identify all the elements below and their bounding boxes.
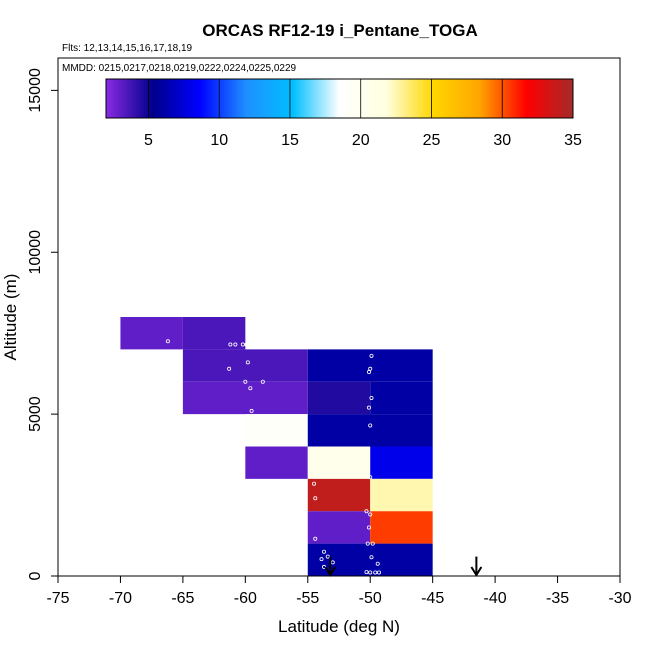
heatmap-cells — [120, 317, 433, 576]
y-tick-label-0: 0 — [27, 571, 44, 580]
heatmap-cell-15 — [370, 511, 433, 544]
x-tick-label-7: -40 — [484, 590, 507, 607]
sample-point-16 — [368, 423, 373, 428]
heatmap-cell-8 — [307, 414, 433, 447]
heatmap-cell-0 — [120, 317, 183, 350]
arrows-layer — [324, 556, 483, 577]
heatmap-cell-4 — [182, 381, 308, 415]
heatmap-cell-1 — [182, 317, 246, 350]
y-axis-label: Altitude (m) — [1, 274, 20, 361]
heatmap-cell-13 — [370, 478, 433, 512]
colorbar-tick-label-0: 5 — [144, 132, 153, 149]
sample-point-5 — [227, 366, 232, 371]
sample-point-18 — [312, 481, 317, 486]
sample-points — [165, 339, 381, 575]
sample-point-29 — [369, 555, 374, 560]
colorbar-gradient — [106, 79, 573, 118]
x-tick-label-0: -75 — [46, 590, 69, 607]
sample-point-34 — [376, 570, 381, 575]
x-tick-label-4: -55 — [296, 590, 319, 607]
sample-point-23 — [365, 541, 370, 546]
sample-point-35 — [319, 557, 324, 562]
y-tick-label-1: 5000 — [27, 396, 44, 432]
sample-point-31 — [364, 570, 369, 575]
colorbar: 5 10 15 20 25 30 35 — [105, 78, 582, 149]
sample-point-12 — [368, 366, 373, 371]
heatmap-cell-3 — [307, 349, 433, 382]
x-tick-label-5: -50 — [359, 590, 382, 607]
heatmap-cell-5 — [307, 381, 371, 415]
sample-point-15 — [366, 405, 371, 410]
x-tick-label-3: -60 — [234, 590, 257, 607]
heatmap-cell-6 — [370, 381, 433, 415]
sample-point-14 — [369, 395, 374, 400]
heatmap-cell-9 — [245, 446, 308, 479]
heatmap-cell-14 — [307, 511, 371, 544]
position-arrow-1 — [470, 556, 483, 577]
heatmap-cell-12 — [307, 478, 371, 512]
sample-point-32 — [368, 570, 373, 575]
sample-point-26 — [322, 549, 327, 554]
x-tick-label-9: -30 — [608, 590, 631, 607]
sample-point-22 — [366, 525, 371, 530]
sample-point-1 — [228, 342, 233, 347]
heatmap-cell-7 — [245, 414, 308, 447]
colorbar-tick-label-1: 10 — [210, 132, 228, 149]
sample-point-10 — [249, 408, 254, 413]
x-axis: -75 -70 -65 -60 -55 -50 -45 -40 -35 -30 — [46, 575, 632, 607]
sample-point-6 — [245, 360, 250, 365]
heatmap-cell-2 — [182, 349, 308, 382]
flights-note: Flts: 12,13,14,15,16,17,18,19 — [62, 43, 193, 54]
sample-point-8 — [243, 379, 248, 384]
x-tick-label-2: -65 — [171, 590, 194, 607]
position-arrow-0 — [324, 556, 337, 577]
sample-point-2 — [233, 342, 238, 347]
colorbar-tick-label-4: 25 — [423, 132, 441, 149]
sample-point-7 — [260, 379, 265, 384]
y-tick-label-3: 15000 — [27, 68, 44, 113]
y-tick-label-2: 10000 — [27, 230, 44, 275]
sample-point-4 — [244, 342, 249, 347]
dates-note: MMDD: 0215,0217,0218,0219,0222,0224,0225… — [62, 63, 297, 74]
colorbar-tick-label-5: 30 — [493, 132, 511, 149]
sample-point-30 — [375, 561, 380, 566]
sample-point-21 — [368, 512, 373, 517]
sample-point-11 — [369, 353, 374, 358]
sample-point-19 — [313, 496, 318, 501]
sample-point-17 — [368, 475, 373, 480]
sample-point-20 — [364, 509, 369, 514]
sample-point-25 — [313, 536, 318, 541]
colorbar-tick-label-6: 35 — [564, 132, 582, 149]
sample-point-24 — [370, 541, 375, 546]
sample-point-9 — [248, 386, 253, 391]
heatmap-cell-11 — [370, 446, 433, 479]
heatmap-cell-10 — [307, 446, 371, 479]
colorbar-tick-label-2: 15 — [281, 132, 299, 149]
sample-point-3 — [240, 342, 245, 347]
sample-point-33 — [373, 570, 378, 575]
y-axis: 0 5000 10000 15000 — [27, 68, 59, 580]
x-tick-label-8: -35 — [546, 590, 569, 607]
chart-title: ORCAS RF12-19 i_Pentane_TOGA — [202, 21, 478, 40]
x-axis-label: Latitude (deg N) — [278, 617, 400, 636]
sample-point-0 — [165, 339, 170, 344]
sample-point-13 — [366, 370, 371, 375]
x-tick-label-1: -70 — [109, 590, 132, 607]
colorbar-frame — [105, 78, 574, 119]
x-tick-label-6: -45 — [421, 590, 444, 607]
colorbar-tick-label-3: 20 — [352, 132, 370, 149]
